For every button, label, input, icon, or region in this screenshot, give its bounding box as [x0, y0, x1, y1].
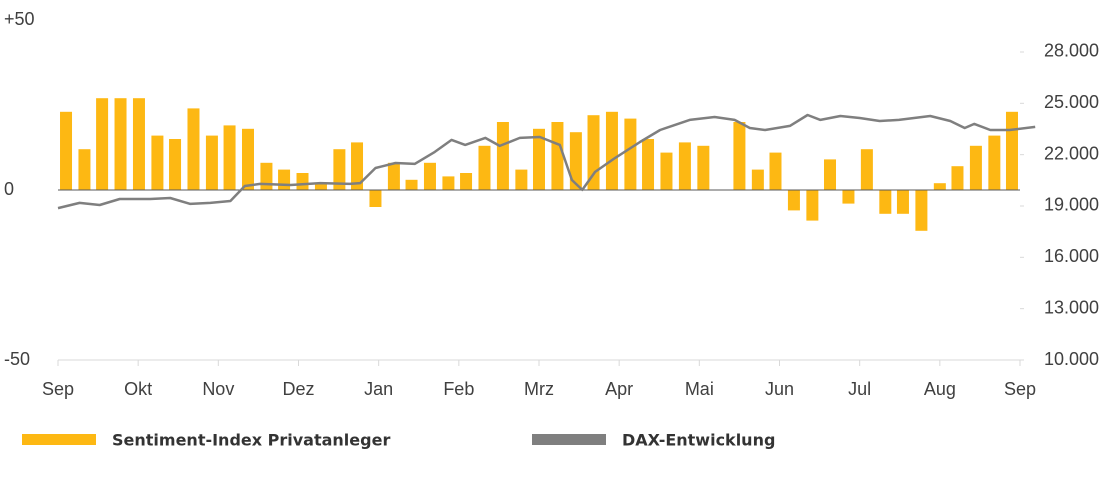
bar — [478, 145, 491, 190]
bar — [678, 142, 691, 190]
bar — [333, 149, 346, 190]
bar — [988, 135, 1001, 190]
bar — [187, 108, 200, 190]
bar — [842, 190, 855, 204]
x-tick-label: Sep — [1004, 379, 1036, 399]
bar — [642, 139, 655, 190]
bar — [151, 135, 164, 190]
y2-tick-label: 13.000 — [1044, 297, 1099, 317]
bar — [896, 190, 909, 214]
x-tick-label: Jan — [364, 379, 393, 399]
bar — [933, 183, 946, 190]
bar — [660, 152, 673, 190]
y2-tick-label: 16.000 — [1044, 246, 1099, 266]
legend-swatch — [532, 434, 606, 445]
bar — [1005, 111, 1018, 190]
x-tick-label: Apr — [605, 379, 633, 399]
x-tick-label: Aug — [924, 379, 956, 399]
bar — [551, 122, 564, 190]
legend-label: Sentiment-Index Privatanleger — [112, 431, 390, 450]
bar — [824, 159, 837, 190]
line — [57, 113, 1036, 210]
bar — [806, 190, 819, 221]
y-tick-label: -50 — [4, 349, 30, 369]
x-tick-label: Mai — [685, 379, 714, 399]
bar — [496, 122, 509, 190]
y2-tick-label: 10.000 — [1044, 349, 1099, 369]
x-tick-label: Jun — [765, 379, 794, 399]
x-tick-label: Nov — [202, 379, 234, 399]
x-tick-label: Dez — [282, 379, 314, 399]
bar — [96, 98, 109, 190]
bar — [387, 162, 400, 190]
bar — [951, 166, 964, 190]
bar — [569, 132, 582, 190]
bar — [860, 149, 873, 190]
bar — [223, 125, 236, 190]
bar — [78, 149, 91, 190]
bar — [915, 190, 928, 231]
bar — [733, 122, 746, 190]
x-tick-label: Sep — [42, 379, 74, 399]
bar — [314, 183, 327, 190]
y2-tick-label: 22.000 — [1044, 143, 1099, 163]
bar — [241, 128, 254, 190]
bar — [351, 142, 364, 190]
bar — [442, 176, 455, 190]
x-tick-label: Mrz — [524, 379, 554, 399]
legend-swatch — [22, 434, 96, 445]
bar — [460, 173, 473, 190]
bar — [60, 111, 73, 190]
x-tick-label: Okt — [124, 379, 152, 399]
bar — [114, 98, 127, 190]
bar — [769, 152, 782, 190]
bar — [405, 179, 418, 190]
bar — [787, 190, 800, 211]
bar — [205, 135, 218, 190]
bar — [624, 118, 637, 190]
bar — [751, 169, 764, 190]
bar — [515, 169, 528, 190]
y2-tick-label: 19.000 — [1044, 195, 1099, 215]
x-tick-label: Jul — [848, 379, 871, 399]
y2-tick-label: 25.000 — [1044, 92, 1099, 112]
bar — [369, 190, 382, 207]
bar — [260, 162, 273, 190]
y-tick-label: +50 — [4, 9, 35, 29]
bar — [605, 111, 618, 190]
bar — [278, 169, 291, 190]
legend-label: DAX-Entwicklung — [622, 431, 775, 450]
bar — [169, 139, 182, 190]
bar — [879, 190, 892, 214]
bar — [132, 98, 145, 190]
bar — [969, 145, 982, 190]
x-tick-label: Feb — [443, 379, 474, 399]
y2-tick-label: 28.000 — [1044, 41, 1099, 61]
bar — [533, 128, 545, 190]
bar — [697, 145, 710, 190]
bar — [296, 173, 309, 190]
bar — [423, 162, 436, 190]
y-tick-label: 0 — [4, 179, 14, 199]
